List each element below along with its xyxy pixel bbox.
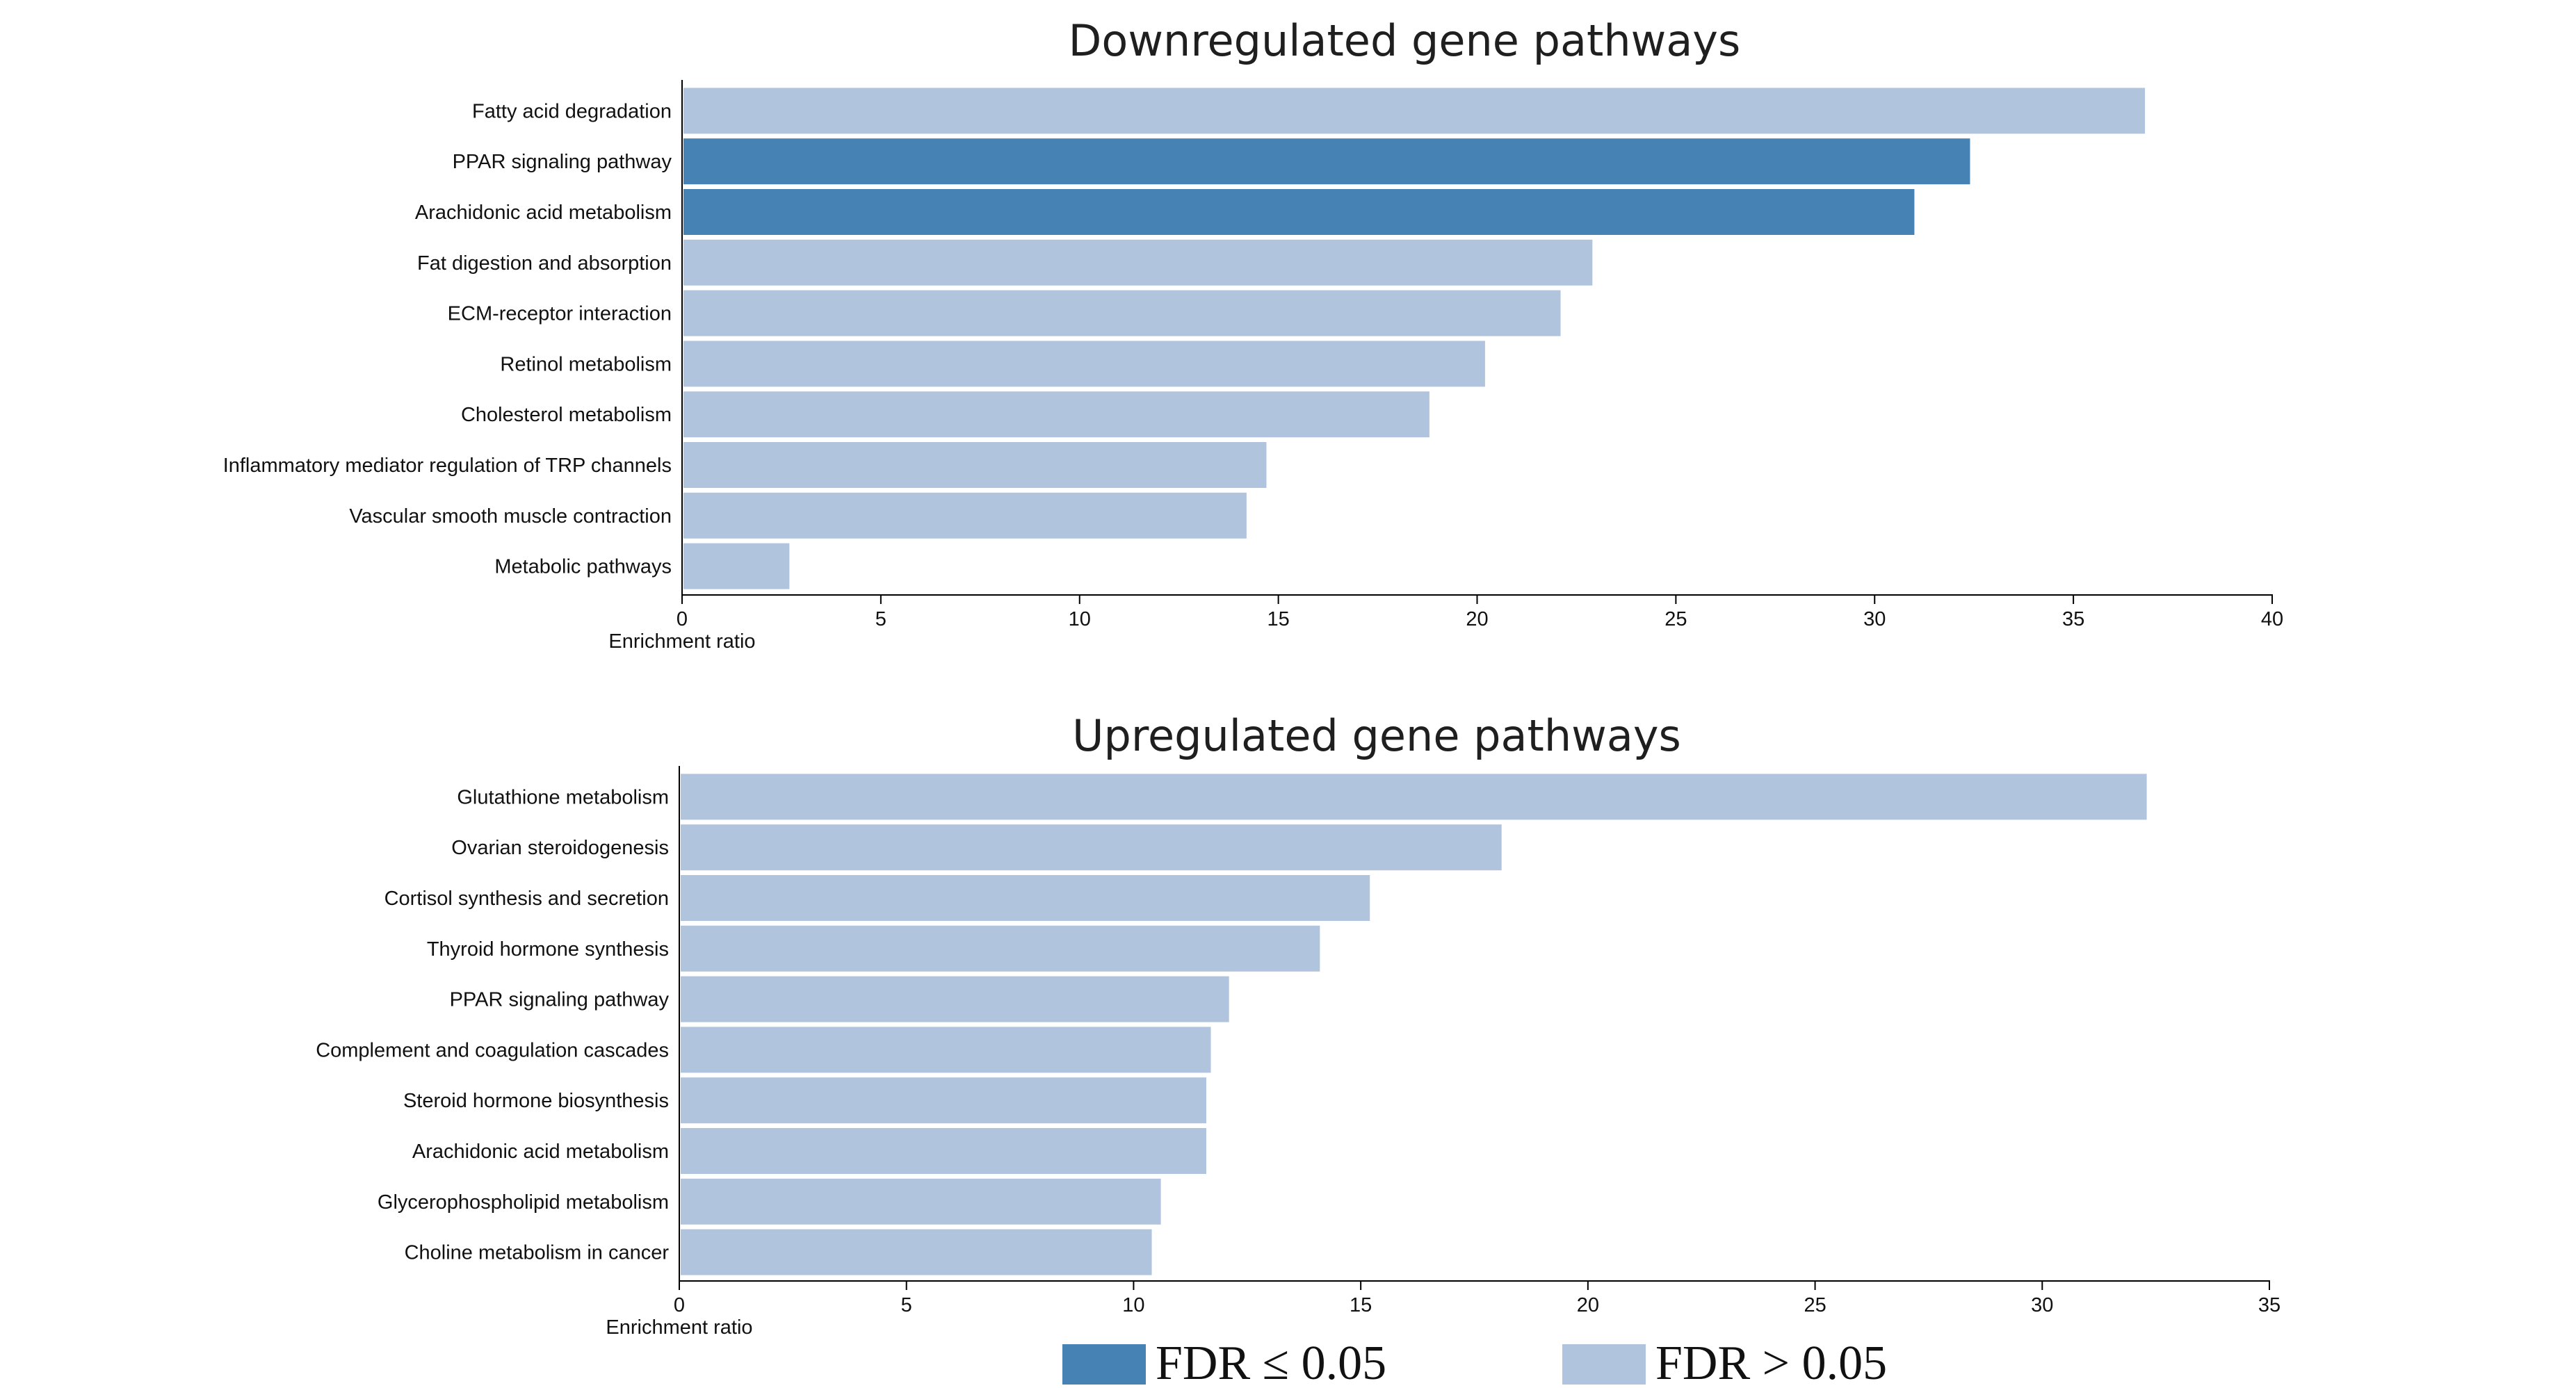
category-label: Thyroid hormone synthesis xyxy=(427,938,669,961)
category-label: Glutathione metabolism xyxy=(457,786,669,808)
category-label: Complement and coagulation cascades xyxy=(316,1039,669,1061)
x-tick-label: 30 xyxy=(1863,608,1886,630)
x-tick-label: 5 xyxy=(875,608,886,630)
x-tick-label: 10 xyxy=(1122,1294,1144,1316)
bar xyxy=(683,492,1247,539)
bar xyxy=(683,88,2146,134)
bar xyxy=(681,824,1502,871)
x-tick-label: 35 xyxy=(2258,1294,2281,1316)
category-label: Retinol metabolism xyxy=(500,353,672,375)
legend-label: FDR > 0.05 xyxy=(1655,1337,1887,1385)
category-label: PPAR signaling pathway xyxy=(450,989,670,1011)
bar xyxy=(683,391,1429,438)
x-tick-label: 35 xyxy=(2062,608,2084,630)
bar xyxy=(681,875,1370,921)
x-tick-label: 30 xyxy=(2031,1294,2053,1316)
bar xyxy=(681,1077,1206,1124)
category-label: Arachidonic acid metabolism xyxy=(415,202,672,224)
upregulated-chart: Upregulated gene pathways Glutathione met… xyxy=(316,710,2281,1339)
legend: FDR ≤ 0.05 FDR > 0.05 xyxy=(1062,1337,1887,1388)
category-label: ECM-receptor interaction xyxy=(448,303,672,325)
bar xyxy=(683,543,790,589)
x-axis-label: Enrichment ratio xyxy=(608,630,755,653)
bar xyxy=(681,976,1229,1022)
legend-swatch xyxy=(1062,1344,1146,1386)
category-label: Vascular smooth muscle contraction xyxy=(349,505,672,528)
downregulated-chart: Downregulated gene pathways Fatty acid de… xyxy=(223,15,2283,653)
category-label: Cortisol synthesis and secretion xyxy=(384,888,669,910)
bar xyxy=(681,774,2147,820)
bar xyxy=(681,925,1320,972)
x-tick-label: 0 xyxy=(677,608,688,630)
bar xyxy=(683,138,1970,185)
category-label: Choline metabolism in cancer xyxy=(405,1242,670,1264)
x-tick-label: 40 xyxy=(2261,608,2283,630)
bar xyxy=(681,1178,1161,1225)
category-label: Metabolic pathways xyxy=(494,556,672,578)
bar xyxy=(681,1229,1152,1275)
chart-title: Upregulated gene pathways xyxy=(1072,710,1681,761)
bar xyxy=(681,1128,1206,1174)
bar xyxy=(683,442,1267,488)
legend-swatch xyxy=(1562,1344,1646,1386)
x-axis-label: Enrichment ratio xyxy=(606,1316,752,1339)
x-tick-label: 25 xyxy=(1664,608,1687,630)
bar xyxy=(683,341,1485,387)
bar xyxy=(683,189,1915,235)
category-label: Inflammatory mediator regulation of TRP … xyxy=(223,455,672,477)
category-label: Arachidonic acid metabolism xyxy=(412,1141,669,1163)
category-label: Glycerophospholipid metabolism xyxy=(378,1191,669,1214)
bar xyxy=(681,1027,1211,1073)
legend-label: FDR ≤ 0.05 xyxy=(1156,1337,1386,1385)
category-label: PPAR signaling pathway xyxy=(453,151,672,173)
category-label: Steroid hormone biosynthesis xyxy=(403,1090,669,1112)
chart-title: Downregulated gene pathways xyxy=(1069,15,1741,66)
x-tick-label: 5 xyxy=(901,1294,912,1316)
bar xyxy=(683,239,1593,286)
category-label: Fatty acid degradation xyxy=(472,100,672,122)
category-label: Cholesterol metabolism xyxy=(461,404,672,426)
x-tick-label: 20 xyxy=(1466,608,1488,630)
x-tick-label: 0 xyxy=(674,1294,685,1316)
category-label: Ovarian steroidogenesis xyxy=(451,837,669,859)
x-tick-label: 25 xyxy=(1804,1294,1826,1316)
x-tick-label: 15 xyxy=(1267,608,1289,630)
category-label: Fat digestion and absorption xyxy=(417,252,672,275)
x-tick-label: 20 xyxy=(1577,1294,1599,1316)
x-tick-label: 15 xyxy=(1350,1294,1372,1316)
x-tick-label: 10 xyxy=(1069,608,1091,630)
bar xyxy=(683,290,1561,336)
